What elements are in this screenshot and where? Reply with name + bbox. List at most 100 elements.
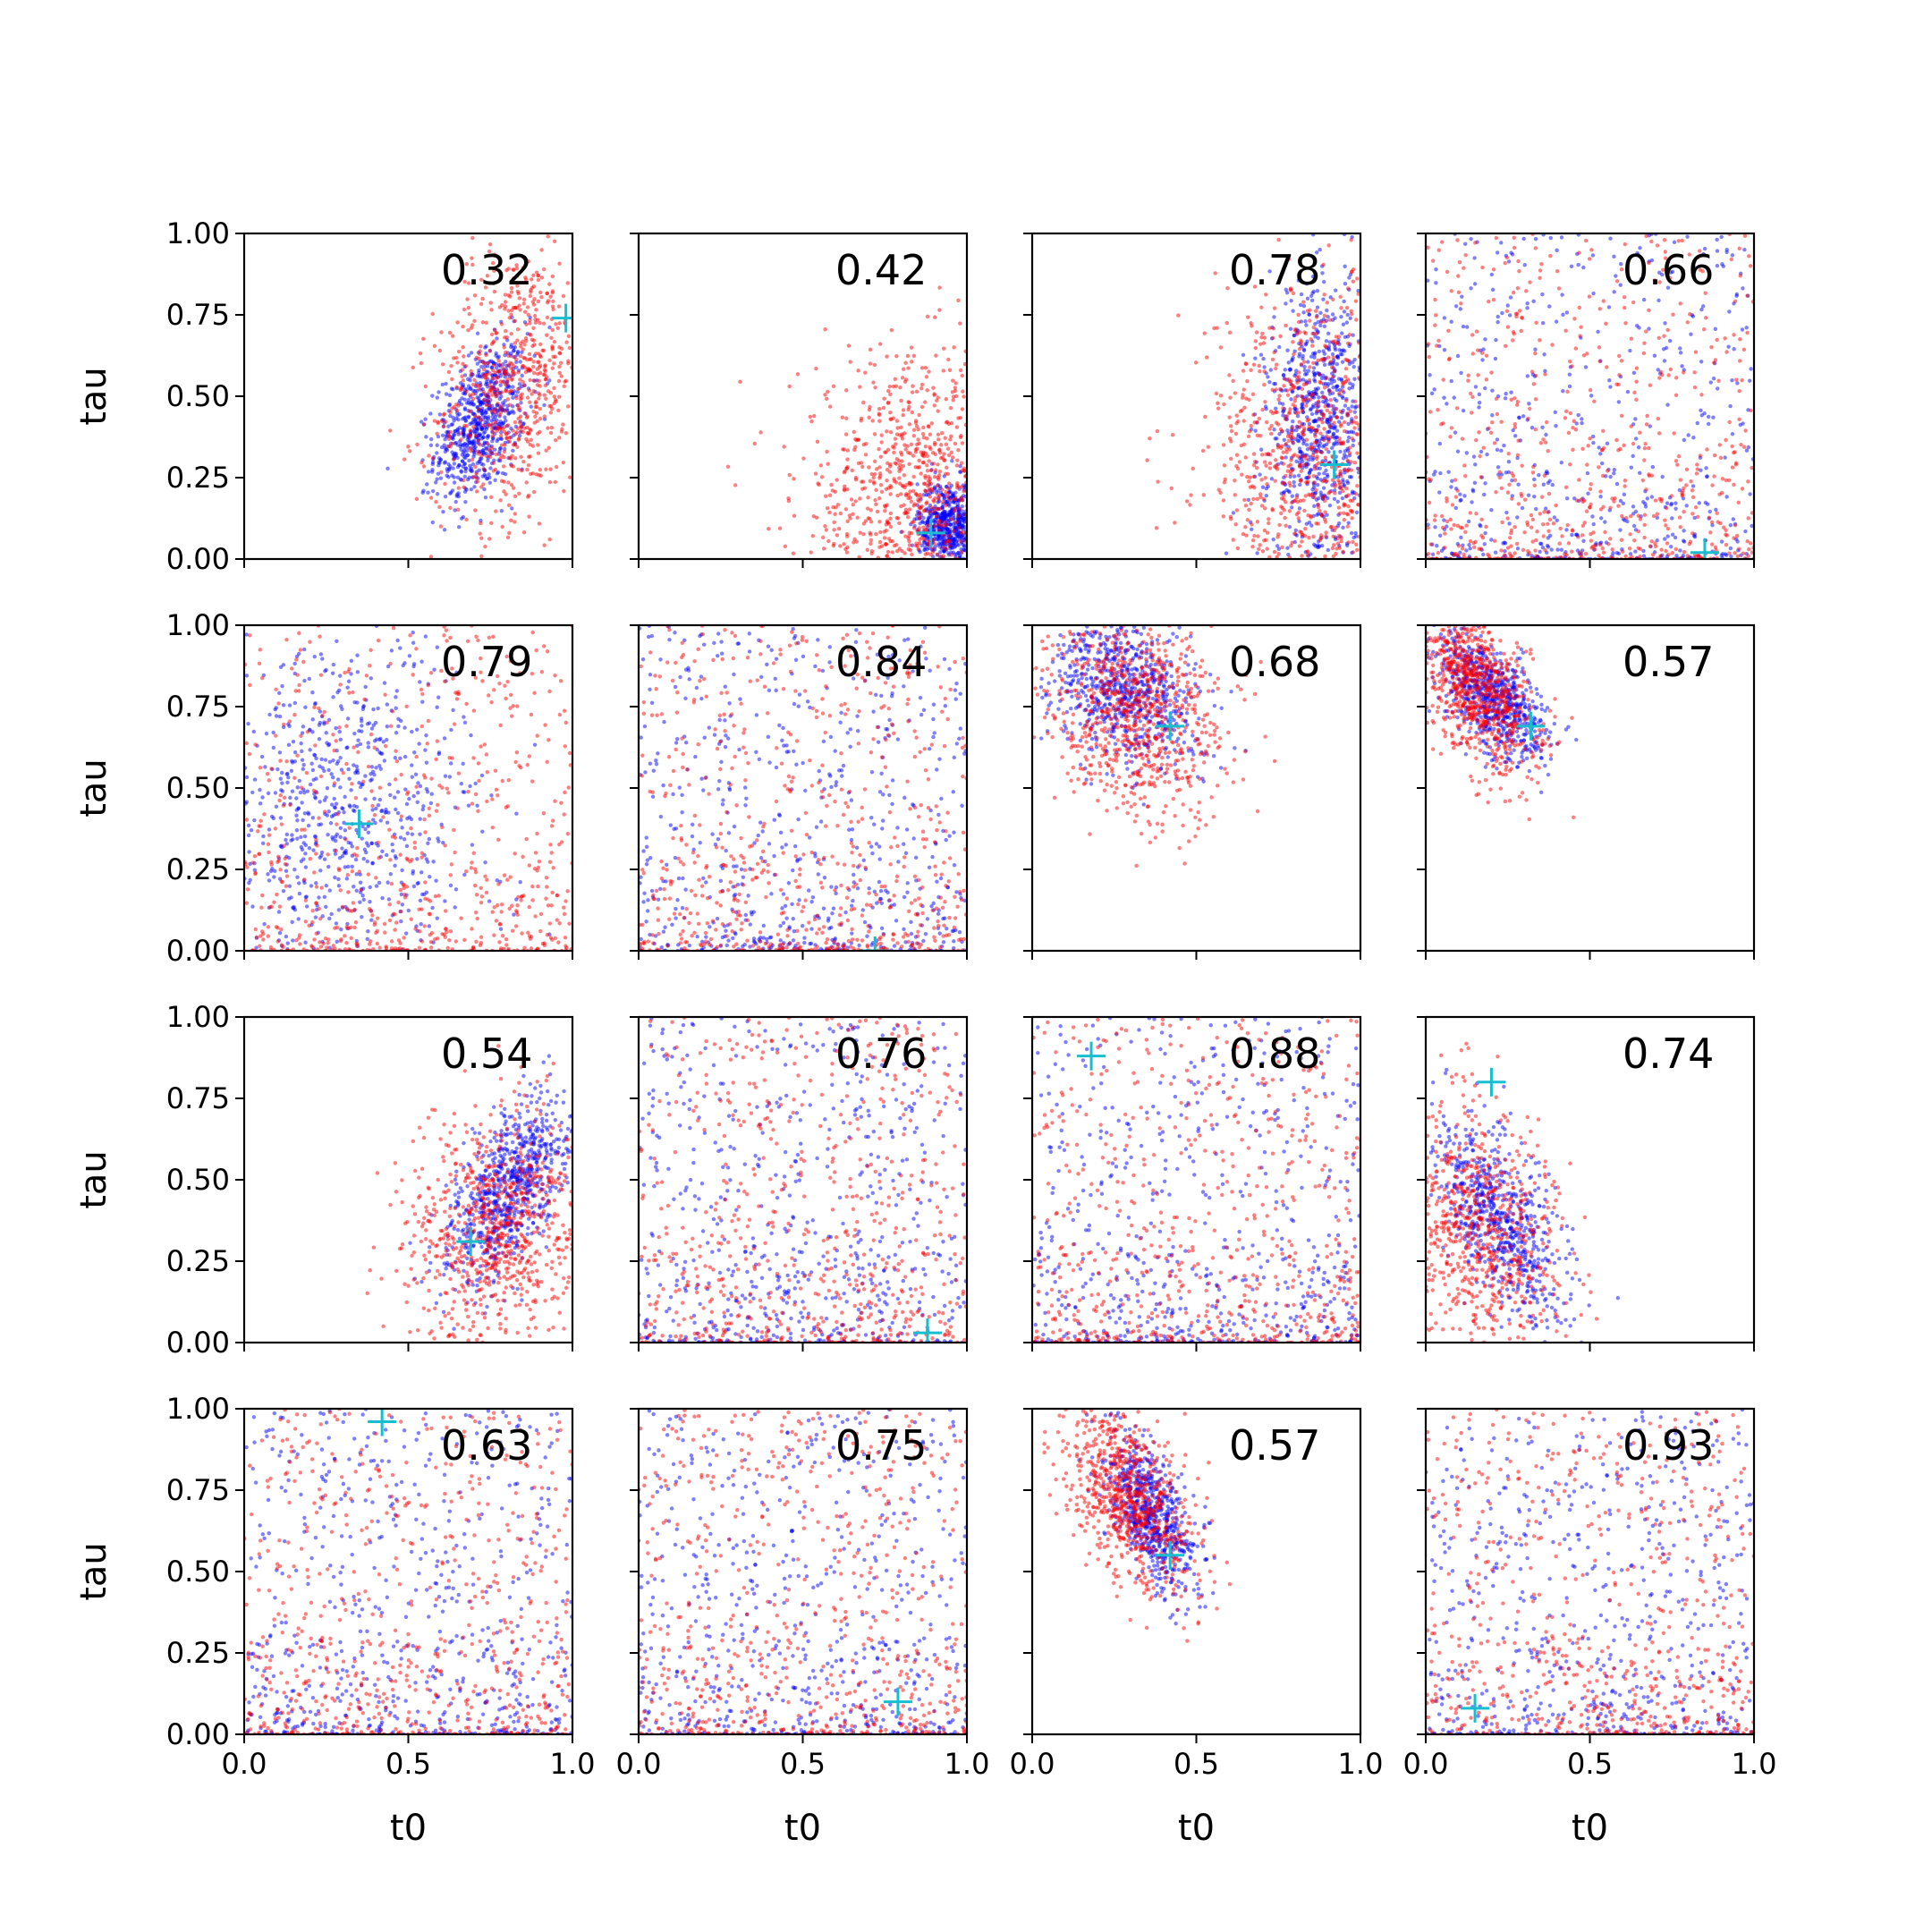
red-point [1470,394,1475,400]
red-point [1315,454,1319,459]
red-point [1296,516,1301,521]
red-point [1243,503,1249,508]
red-point [1325,301,1329,305]
red-point [911,434,917,438]
blue-point [1284,301,1288,306]
blue-point [479,393,483,398]
blue-point [1262,365,1267,369]
blue-point [499,430,504,435]
red-point [1570,364,1574,369]
red-point [885,554,889,558]
blue-point [1351,443,1355,448]
red-point [1333,484,1337,489]
red-point [1285,434,1291,438]
red-point [1297,544,1302,548]
red-point [532,420,538,425]
red-point [843,507,849,512]
red-point [1441,377,1445,382]
blue-point [479,411,485,416]
red-point [835,533,840,538]
red-point [1249,423,1253,428]
blue-point [484,408,489,412]
red-point [1430,258,1436,263]
red-point [1693,350,1699,354]
red-point [939,487,945,492]
red-point [937,308,942,312]
red-point [1354,542,1359,547]
blue-point [1479,449,1484,454]
red-point [445,444,450,449]
blue-point [918,521,922,526]
red-point [518,414,523,419]
blue-point [486,417,491,421]
blue-point [494,366,499,370]
red-point [1342,517,1347,522]
blue-point [1499,448,1504,453]
blue-point [1335,428,1340,433]
red-point [1270,357,1275,362]
blue-point [1312,355,1317,360]
red-point [1310,453,1316,458]
red-point [873,497,877,503]
red-point [946,453,952,458]
red-point [531,326,536,331]
red-point [498,404,504,409]
blue-point [1342,483,1347,487]
red-point [869,541,873,547]
blue-point [482,472,487,477]
blue-point [1464,451,1470,455]
blue-point [470,462,476,467]
red-point [1308,397,1313,402]
red-point [1478,453,1482,459]
red-point [490,260,496,266]
red-point [1479,547,1483,551]
red-point [1445,269,1450,275]
blue-point [1639,276,1643,282]
blue-point [1647,326,1651,331]
red-point [1703,291,1707,295]
red-point [1529,513,1534,518]
red-point [533,414,538,419]
red-point [945,465,949,470]
red-point [1343,398,1349,403]
blue-point [1353,530,1358,536]
blue-point [1501,541,1505,546]
red-point [1297,346,1302,352]
red-point [1600,546,1606,551]
red-point [477,386,481,391]
red-point [1692,370,1697,375]
red-point [1292,385,1297,390]
red-point [1724,478,1729,483]
red-point [843,432,849,436]
red-point [545,315,550,320]
red-point [511,486,516,490]
red-point [909,481,914,487]
blue-point [1345,480,1351,486]
blue-point [458,444,462,449]
red-point [1450,503,1455,507]
blue-point [515,390,521,394]
blue-point [1621,501,1626,506]
red-point [1628,532,1632,537]
red-point [1325,408,1329,413]
panel-annotation: 0.42 [835,246,927,294]
red-point [1315,449,1319,453]
blue-point [512,348,516,353]
red-point [832,520,836,525]
blue-point [477,370,481,375]
red-point [1250,522,1254,527]
red-point [511,443,516,447]
blue-point [1515,547,1521,551]
red-point [1249,368,1253,372]
red-point [1463,252,1468,258]
red-point [513,371,517,376]
red-point [1279,444,1284,448]
blue-point [1304,323,1309,327]
red-point [1262,528,1267,533]
red-point [489,332,495,337]
red-point [1326,439,1331,445]
red-point [1229,428,1234,434]
red-point [1565,389,1570,394]
red-point [1466,373,1470,377]
red-point [1336,478,1341,483]
